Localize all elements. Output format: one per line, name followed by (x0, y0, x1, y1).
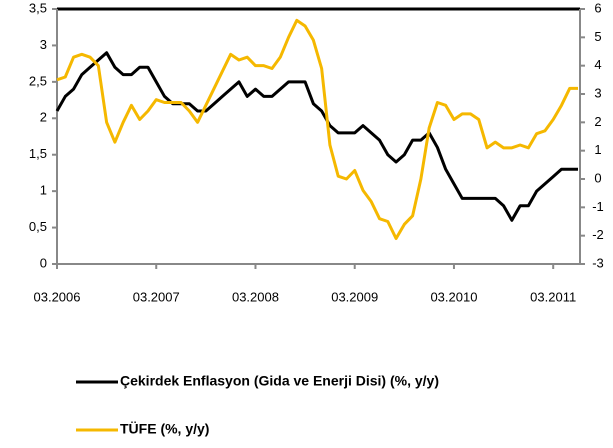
y2-tick-label: 6 (594, 0, 601, 15)
y-tick-label: 3 (40, 37, 47, 52)
y2-tick-label: 5 (594, 29, 601, 44)
y2-tick-label: 3 (594, 85, 601, 100)
x-tick-label: 03.2008 (232, 289, 279, 304)
y2-tick-label: 0 (594, 170, 601, 185)
x-tick-label: 03.2007 (133, 289, 180, 304)
y2-tick-label: 1 (594, 142, 601, 157)
x-tick-label: 03.2006 (34, 289, 81, 304)
y-tick-label: 0 (40, 255, 47, 270)
x-tick-label: 03.2009 (331, 289, 378, 304)
series-line (55, 51, 579, 222)
series-line (56, 18, 579, 240)
y2-tick-label: -3 (592, 255, 604, 270)
y-tick-label: 1 (40, 183, 47, 198)
legend-label: Çekirdek Enflasyon (Gida ve Enerji Disi)… (120, 373, 439, 389)
y-tick-label: 3,5 (29, 0, 47, 15)
y2-tick-label: -1 (592, 199, 604, 214)
y-tick-label: 2 (40, 110, 47, 125)
x-tick-label: 03.2011 (530, 289, 576, 304)
y-tick-label: 2,5 (29, 73, 47, 88)
y-tick-label: 0,5 (29, 219, 47, 234)
x-tick-label: 03.2010 (430, 289, 477, 304)
y2-tick-label: 2 (594, 114, 601, 129)
y2-tick-label: -2 (592, 227, 604, 242)
y2-tick-label: 4 (594, 57, 601, 72)
y-tick-label: 1,5 (29, 146, 47, 161)
legend-label: TÜFE (%, y/y) (120, 421, 209, 437)
